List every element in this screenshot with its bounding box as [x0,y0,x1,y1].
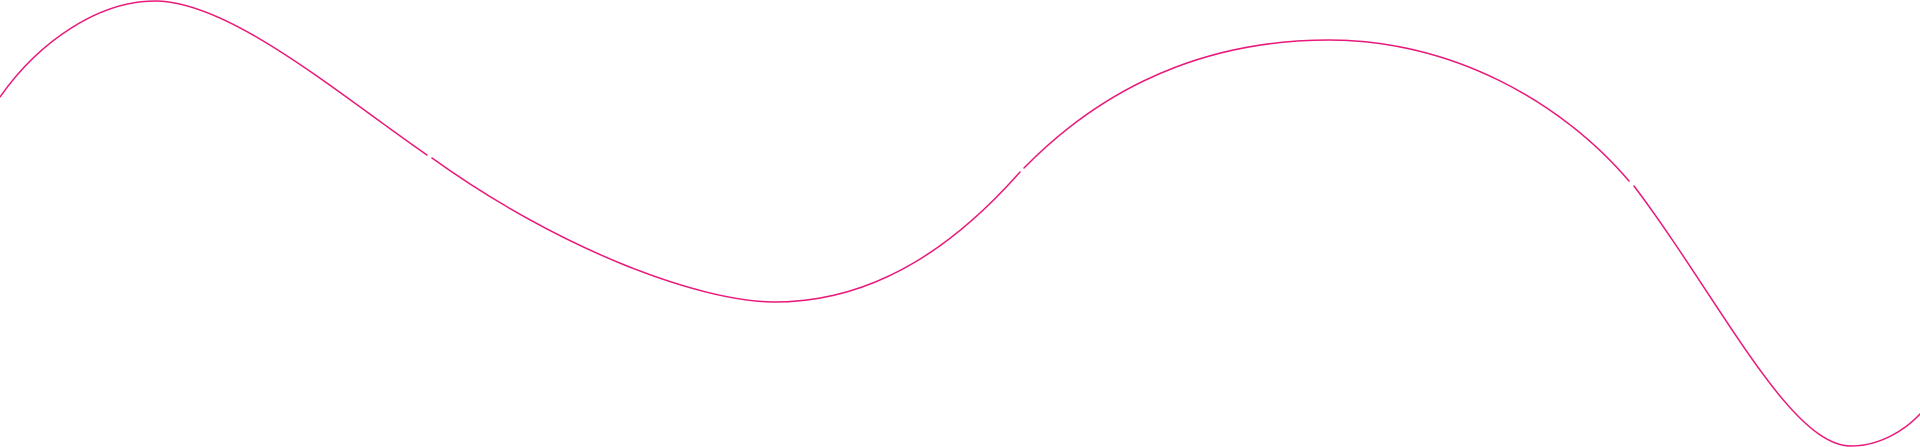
wave-segment-4 [1633,185,1920,447]
wave-segment-2 [431,157,1021,303]
wave-segment-1 [0,0,428,156]
wave-segment-3 [1023,39,1630,182]
